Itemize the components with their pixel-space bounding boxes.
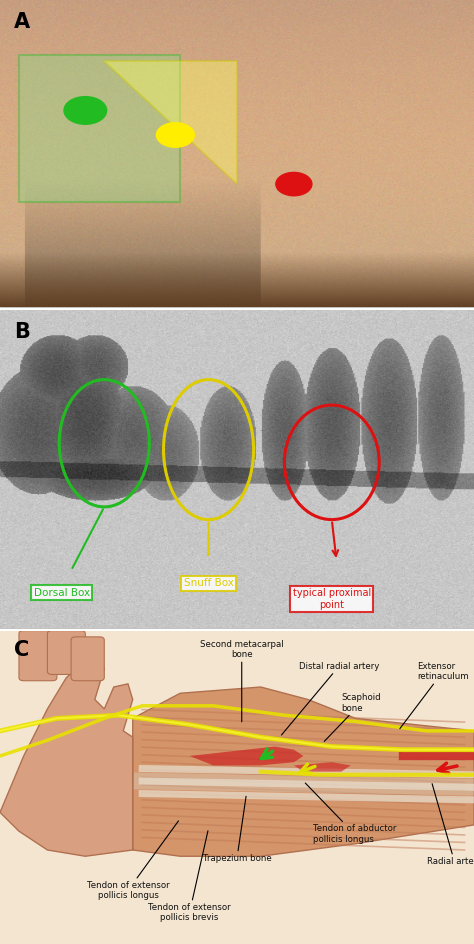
Text: Scaphoid
bone: Scaphoid bone (324, 693, 381, 741)
Text: Radial artery: Radial artery (427, 784, 474, 866)
Text: Dorsal Box: Dorsal Box (34, 588, 90, 598)
Circle shape (64, 96, 107, 125)
Text: Snuff Box: Snuff Box (183, 579, 234, 588)
Text: Trapezium bone: Trapezium bone (202, 797, 272, 863)
Text: typical proximal
point: typical proximal point (292, 588, 371, 610)
Text: Distal radial artery: Distal radial artery (282, 662, 379, 735)
FancyBboxPatch shape (19, 56, 180, 202)
Text: Tendon of extensor
pollicis longus: Tendon of extensor pollicis longus (87, 821, 179, 901)
Text: Extensor
retinaculum: Extensor retinaculum (400, 662, 469, 729)
Polygon shape (133, 687, 474, 856)
Polygon shape (0, 662, 133, 856)
Polygon shape (190, 747, 303, 766)
Polygon shape (104, 61, 237, 184)
FancyBboxPatch shape (47, 631, 85, 674)
Text: B: B (14, 322, 30, 343)
FancyBboxPatch shape (19, 631, 57, 681)
FancyBboxPatch shape (71, 637, 104, 681)
Text: C: C (14, 640, 29, 660)
Text: Tendon of abductor
pollicis longus: Tendon of abductor pollicis longus (305, 783, 396, 844)
Text: Second metacarpal
bone: Second metacarpal bone (200, 640, 283, 722)
Text: Tendon of extensor
pollicis brevis: Tendon of extensor pollicis brevis (148, 831, 231, 922)
Text: A: A (14, 12, 30, 32)
Polygon shape (294, 762, 351, 771)
Circle shape (276, 173, 312, 195)
Circle shape (156, 123, 194, 147)
